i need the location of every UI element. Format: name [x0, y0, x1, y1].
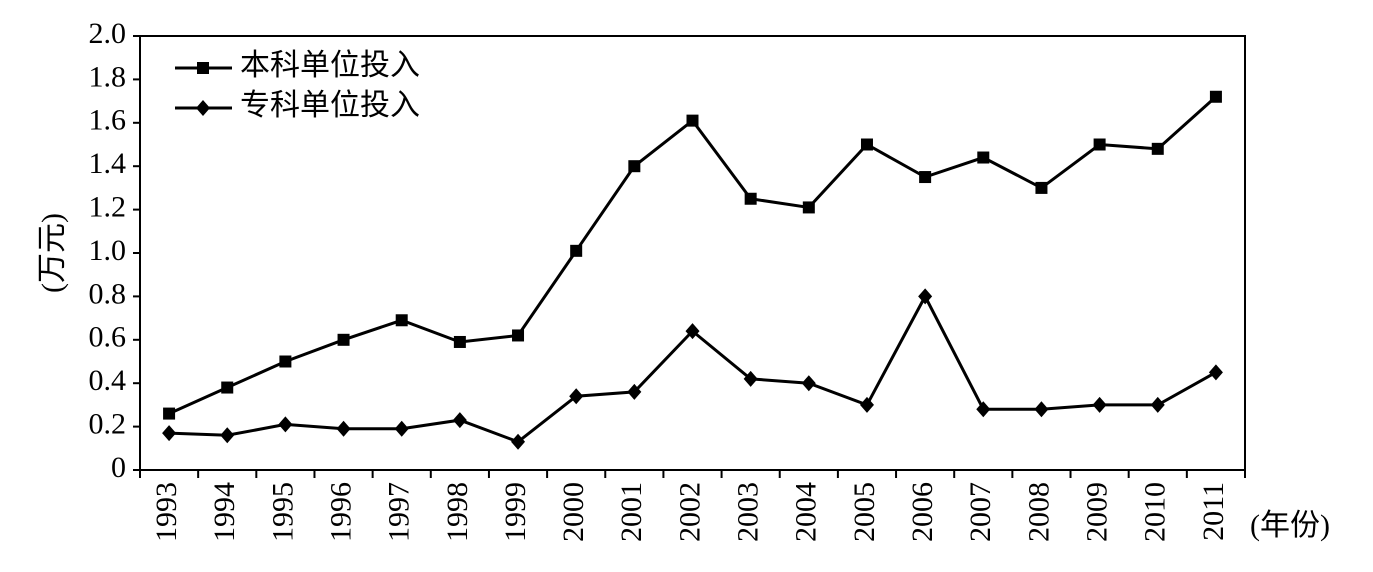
marker: [162, 425, 177, 442]
marker: [394, 420, 409, 437]
marker: [1151, 142, 1164, 155]
marker: [802, 201, 815, 214]
marker: [743, 370, 758, 387]
marker: [1209, 90, 1222, 103]
marker: [1093, 138, 1106, 151]
y-tick-label: 0: [111, 451, 126, 484]
x-tick-label: 2010: [1139, 482, 1172, 542]
legend-label: 专科单位投入: [240, 89, 420, 122]
marker: [511, 433, 526, 450]
x-tick-label: 2009: [1080, 482, 1113, 542]
y-tick-label: 1.6: [89, 104, 127, 137]
x-tick-label: 2011: [1197, 482, 1230, 541]
x-tick-label: 1996: [324, 482, 357, 542]
x-tick-label: 2002: [673, 482, 706, 542]
marker: [453, 335, 466, 348]
marker: [220, 427, 235, 444]
x-tick-label: 1995: [266, 482, 299, 542]
marker: [1034, 401, 1049, 418]
x-tick-label: 2000: [557, 482, 590, 542]
marker: [395, 314, 408, 327]
marker: [278, 416, 293, 433]
y-tick-label: 0.4: [89, 364, 127, 397]
x-tick-label: 2008: [1022, 482, 1055, 542]
marker: [801, 375, 816, 392]
x-tick-label: 1999: [499, 482, 532, 542]
marker: [336, 420, 351, 437]
y-tick-label: 1.0: [89, 234, 127, 267]
x-tick-label: 2003: [732, 482, 765, 542]
x-tick-label: 2001: [615, 482, 648, 542]
y-tick-label: 0.8: [89, 277, 127, 310]
marker: [196, 100, 210, 116]
y-tick-label: 0.2: [89, 407, 127, 440]
series-line: [168, 95, 1217, 415]
marker: [452, 412, 467, 429]
x-tick-label: 2006: [906, 482, 939, 542]
marker: [163, 407, 176, 420]
marker: [337, 333, 350, 346]
marker: [628, 160, 641, 173]
x-tick-label: 2007: [964, 482, 997, 542]
y-tick-label: 1.8: [89, 60, 127, 93]
marker: [627, 383, 642, 400]
marker: [221, 381, 234, 394]
marker: [1092, 396, 1107, 413]
legend-label: 本科单位投入: [240, 49, 420, 82]
y-tick-label: 2.0: [89, 17, 127, 50]
marker: [919, 171, 932, 184]
marker: [859, 396, 874, 413]
x-tick-label: 1993: [150, 482, 183, 542]
y-axis-label: (万元): [36, 213, 69, 293]
marker: [977, 151, 990, 164]
y-tick-label: 1.4: [89, 147, 127, 180]
marker: [860, 138, 873, 151]
series-line: [169, 293, 1217, 444]
y-tick-label: 1.2: [89, 190, 127, 223]
marker: [569, 388, 584, 405]
x-tick-label: 2005: [848, 482, 881, 542]
marker: [570, 244, 583, 257]
marker: [686, 114, 699, 127]
marker: [197, 62, 209, 74]
marker: [918, 288, 933, 305]
x-tick-label: 1998: [441, 482, 474, 542]
x-axis-label: (年份): [1250, 509, 1330, 542]
marker: [279, 355, 292, 368]
marker: [1035, 181, 1048, 194]
marker: [685, 323, 700, 340]
marker: [744, 192, 757, 205]
x-tick-label: 1997: [383, 482, 416, 542]
marker: [512, 329, 525, 342]
x-tick-label: 1994: [208, 482, 241, 542]
marker: [1150, 396, 1165, 413]
marker: [976, 401, 991, 418]
x-tick-label: 2004: [790, 482, 823, 542]
marker: [1208, 364, 1223, 381]
y-tick-label: 0.6: [89, 321, 127, 354]
